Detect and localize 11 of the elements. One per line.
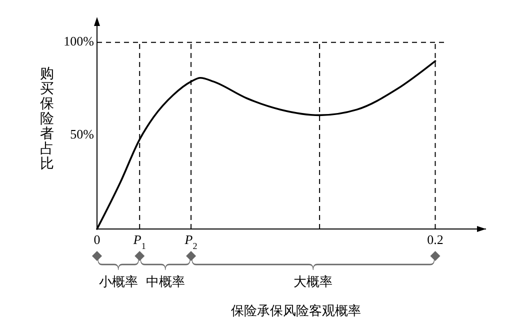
x-tick-label: 0: [94, 232, 100, 247]
y-axis-title: 购买保险者占比: [40, 66, 54, 172]
y-tick-label: 100%: [64, 33, 94, 48]
x-tick-label: 0.2: [427, 232, 444, 247]
text: 中概率: [146, 274, 185, 289]
text: 小概率: [98, 274, 138, 289]
y-tick-label: 50%: [70, 126, 94, 142]
x-axis-title: 保险承保风险客观概率: [231, 303, 362, 318]
text: 大概率: [294, 274, 333, 289]
ref-line-label: P$_{1}$: [132, 232, 146, 251]
ref-line-label: P$_{2}$: [184, 232, 198, 251]
